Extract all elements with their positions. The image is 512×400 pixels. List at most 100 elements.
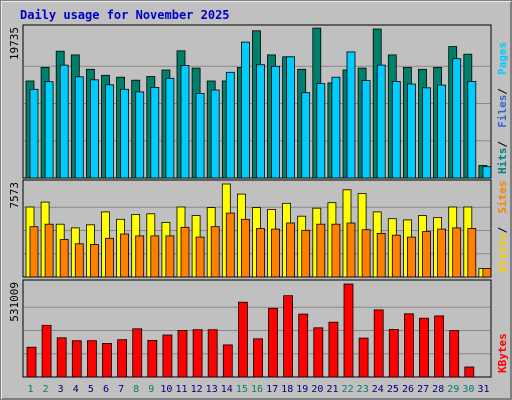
x-tick-label-day-13: 13 — [206, 384, 218, 395]
x-tick-label-day-17: 17 — [266, 384, 278, 395]
bar-files-day-23 — [361, 80, 371, 179]
x-tick-label-day-28: 28 — [432, 384, 444, 395]
bar-files-day-31 — [482, 166, 492, 179]
bar-files-day-28 — [437, 84, 447, 179]
bar-sites-day-12 — [195, 236, 205, 278]
legend-hits: Hits — [496, 148, 509, 175]
bar-kbytes-day-22 — [343, 283, 354, 378]
bar-files-day-15 — [240, 41, 250, 179]
x-tick-label-day-22: 22 — [342, 384, 354, 395]
legend-separator: / — [496, 226, 509, 233]
bar-sites-day-30 — [467, 228, 477, 278]
bar-sites-day-19 — [301, 229, 311, 278]
panel-2-max-label: 7573 — [8, 182, 21, 209]
bar-kbytes-day-1 — [26, 346, 37, 378]
x-tick-label-day-25: 25 — [387, 384, 399, 395]
x-tick-label-day-1: 1 — [27, 384, 33, 395]
bar-kbytes-day-27 — [419, 317, 429, 378]
bar-kbytes-day-5 — [87, 340, 97, 378]
bar-files-day-21 — [331, 76, 341, 179]
legend-pages: Pages — [496, 42, 509, 75]
bar-sites-day-22 — [346, 222, 356, 278]
x-tick-label-day-8: 8 — [133, 384, 139, 395]
x-tick-label-day-24: 24 — [372, 384, 384, 395]
bar-sites-day-11 — [180, 226, 190, 278]
bar-sites-day-20 — [316, 223, 326, 278]
legend-files: Files — [496, 95, 509, 128]
bar-sites-day-25 — [391, 234, 401, 278]
bar-sites-day-17 — [271, 228, 280, 278]
bar-files-day-18 — [286, 56, 296, 179]
bar-files-day-3 — [59, 64, 69, 179]
bar-sites-day-9 — [150, 235, 160, 278]
bar-kbytes-day-26 — [403, 313, 414, 378]
bar-sites-day-5 — [90, 244, 99, 278]
bar-sites-day-14 — [225, 212, 235, 278]
bar-kbytes-day-30 — [464, 366, 475, 378]
bar-sites-day-28 — [437, 228, 447, 278]
legend-visits: Visits — [496, 233, 509, 273]
x-tick-label-day-30: 30 — [462, 384, 474, 395]
bar-sites-day-24 — [376, 232, 386, 278]
bar-sites-day-8 — [135, 235, 145, 278]
x-tick-label-day-11: 11 — [175, 384, 187, 395]
bar-kbytes-day-24 — [373, 309, 384, 378]
bar-files-day-2 — [44, 81, 54, 179]
bar-kbytes-day-23 — [358, 337, 369, 378]
bar-files-day-6 — [105, 84, 114, 179]
bar-files-day-1 — [29, 88, 39, 179]
x-tick-label-day-9: 9 — [148, 384, 154, 395]
bar-files-day-27 — [422, 87, 431, 179]
bar-sites-day-16 — [256, 228, 265, 278]
bar-files-day-19 — [301, 92, 311, 179]
bar-sites-day-15 — [240, 218, 250, 278]
x-tick-label-day-7: 7 — [118, 384, 124, 395]
bar-sites-day-26 — [406, 236, 416, 278]
bar-sites-day-13 — [210, 226, 220, 278]
x-tick-label-day-5: 5 — [88, 384, 94, 395]
x-tick-label-day-14: 14 — [221, 384, 233, 395]
panel-1-max-label: 19735 — [8, 27, 21, 60]
bar-kbytes-day-8 — [132, 328, 143, 378]
bar-kbytes-day-21 — [328, 321, 339, 378]
x-tick-label-day-15: 15 — [236, 384, 248, 395]
legend-kbytes: KBytes — [496, 333, 509, 373]
x-tick-label-day-12: 12 — [191, 384, 203, 395]
bar-files-day-7 — [120, 88, 129, 179]
x-tick-label-day-2: 2 — [43, 384, 49, 395]
bar-sites-day-23 — [361, 229, 371, 278]
bar-sites-day-6 — [105, 237, 114, 278]
x-tick-label-day-18: 18 — [281, 384, 293, 395]
x-tick-label-day-4: 4 — [73, 384, 79, 395]
bar-kbytes-day-3 — [56, 337, 67, 378]
bar-files-day-29 — [452, 58, 462, 179]
bar-files-day-11 — [180, 65, 190, 179]
bar-kbytes-day-13 — [207, 329, 218, 378]
x-tick-label-day-31: 31 — [477, 384, 489, 395]
x-tick-label-day-19: 19 — [296, 384, 308, 395]
bar-files-day-20 — [316, 83, 326, 179]
bar-kbytes-day-15 — [237, 301, 248, 378]
bar-kbytes-day-4 — [71, 340, 82, 378]
x-tick-label-day-26: 26 — [402, 384, 414, 395]
bar-kbytes-day-9 — [147, 339, 158, 378]
bar-sites-day-4 — [74, 243, 84, 278]
bar-kbytes-day-16 — [253, 338, 263, 378]
bar-files-day-17 — [271, 65, 280, 179]
bar-files-day-8 — [135, 91, 145, 179]
bar-files-day-26 — [406, 83, 416, 179]
bar-kbytes-day-29 — [449, 330, 460, 378]
bar-kbytes-day-10 — [162, 334, 173, 378]
x-tick-label-day-16: 16 — [251, 384, 263, 395]
bar-sites-day-10 — [165, 235, 175, 278]
bar-sites-day-27 — [422, 231, 431, 278]
bar-kbytes-day-17 — [268, 307, 278, 378]
bar-files-day-13 — [210, 89, 220, 179]
bar-sites-day-2 — [44, 223, 54, 278]
bar-kbytes-day-2 — [41, 324, 52, 378]
bar-files-day-5 — [90, 79, 99, 179]
bar-sites-day-3 — [59, 239, 69, 278]
bar-sites-day-18 — [286, 222, 296, 278]
chart-title: Daily usage for November 2025 — [20, 8, 230, 22]
